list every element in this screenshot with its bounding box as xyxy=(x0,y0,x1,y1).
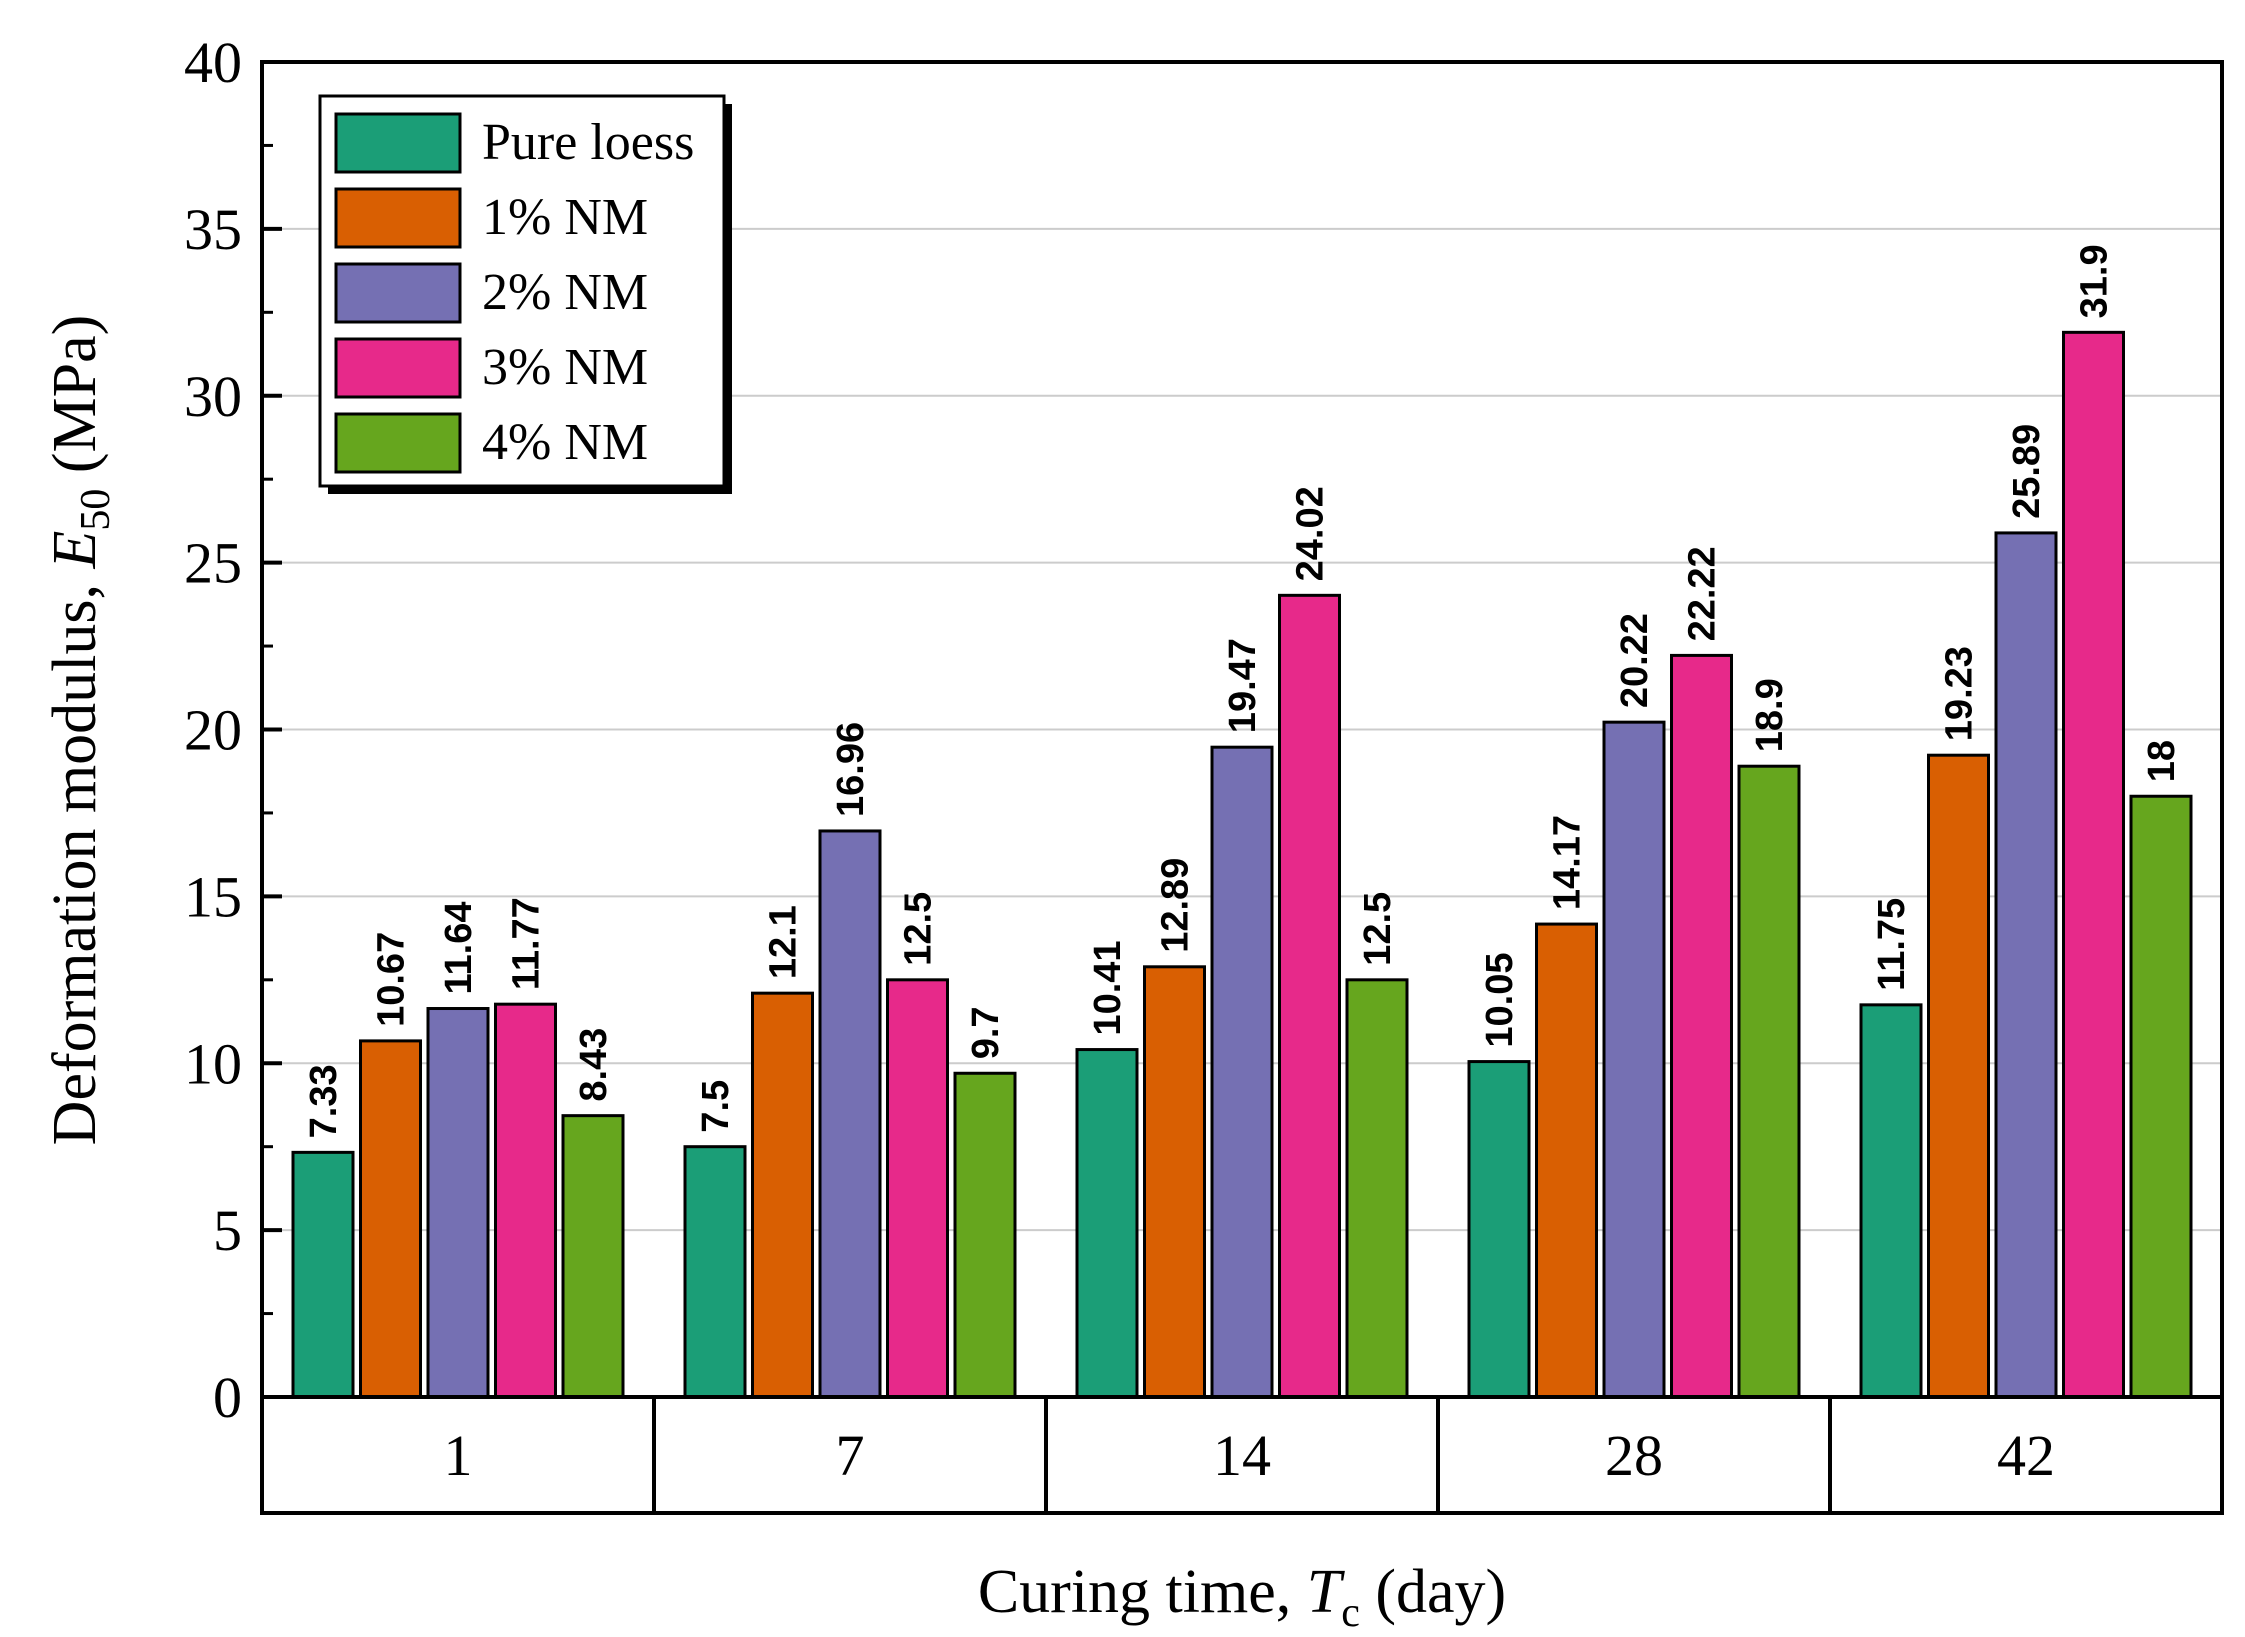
bar xyxy=(1670,653,1733,1399)
bar xyxy=(1994,531,2058,1399)
bar-value-label: 20.22 xyxy=(1614,613,1656,708)
legend-swatch xyxy=(334,262,462,324)
y-tick-label: 40 xyxy=(184,30,242,95)
bar xyxy=(1535,922,1598,1399)
legend-label: 3% NM xyxy=(482,339,648,396)
category-table: 1 7 14 28 42 xyxy=(444,1397,2055,1513)
bar-value-label: 8.43 xyxy=(573,1028,615,1102)
legend-label: 2% NM xyxy=(482,264,648,321)
bar xyxy=(818,829,882,1399)
bar-value-label: 22.22 xyxy=(1682,546,1724,641)
bar xyxy=(1210,745,1274,1399)
bar-value-label: 12.5 xyxy=(898,892,940,966)
bar-value-label: 12.1 xyxy=(763,905,805,979)
legend-swatch xyxy=(334,337,462,399)
bar xyxy=(751,991,814,1399)
bar xyxy=(426,1007,490,1399)
legend-label: 4% NM xyxy=(482,414,648,471)
x-category-label: 14 xyxy=(1213,1423,1271,1488)
bar xyxy=(1075,1048,1139,1399)
bar xyxy=(1278,593,1341,1399)
x-category-label: 1 xyxy=(444,1423,473,1488)
bar xyxy=(1927,753,1990,1399)
bar-value-label: 16.96 xyxy=(830,722,872,817)
legend-swatch xyxy=(334,112,462,174)
bar-value-label: 12.89 xyxy=(1155,858,1197,953)
legend: Pure loess 1% NM 2% NM 3% NM 4% NM xyxy=(318,94,732,494)
bar-value-label: 25.89 xyxy=(2006,424,2048,519)
x-axis-label: Curing time, Tc (day) xyxy=(978,1558,1506,1636)
y-tick-label: 0 xyxy=(213,1365,242,1430)
legend-swatch xyxy=(334,187,462,249)
bar-value-label: 24.02 xyxy=(1290,486,1332,581)
legend-items: Pure loess 1% NM 2% NM 3% NM 4% NM xyxy=(334,112,694,474)
bar xyxy=(2129,794,2193,1399)
bar-value-label: 9.7 xyxy=(965,1006,1007,1059)
bar xyxy=(291,1150,355,1399)
bar xyxy=(1737,764,1801,1399)
bar xyxy=(683,1145,747,1399)
bar xyxy=(886,978,949,1399)
x-category-label: 42 xyxy=(1997,1423,2055,1488)
category-table-frame xyxy=(260,1395,2224,1515)
y-tick-label: 20 xyxy=(184,698,242,763)
bar-value-label: 14.17 xyxy=(1547,815,1589,910)
y-axis: 0 5 10 15 20 25 30 35 40 xyxy=(184,30,282,1430)
bar-value-label: 18.9 xyxy=(1749,678,1791,752)
bar-value-label: 10.67 xyxy=(371,932,413,1027)
bar-value-label: 10.41 xyxy=(1087,940,1129,1035)
legend-label: Pure loess xyxy=(482,114,694,171)
bar-value-label: 7.5 xyxy=(695,1080,737,1133)
bar xyxy=(2062,330,2125,1399)
bar xyxy=(494,1002,557,1399)
bar-value-label: 18 xyxy=(2141,740,2183,782)
bar xyxy=(561,1114,625,1399)
bar-value-label: 19.23 xyxy=(1939,646,1981,741)
bar xyxy=(1602,720,1666,1399)
bar-value-label: 7.33 xyxy=(303,1064,345,1138)
bar xyxy=(1143,965,1206,1399)
y-tick-label: 30 xyxy=(184,364,242,429)
bar-value-label: 11.64 xyxy=(438,902,480,995)
bar xyxy=(359,1039,422,1399)
bar xyxy=(1467,1060,1531,1399)
bar xyxy=(1859,1003,1923,1399)
y-axis-label: Deformation modulus, E50 (MPa) xyxy=(41,315,119,1146)
x-category-label: 7 xyxy=(836,1423,865,1488)
bar-value-label: 31.9 xyxy=(2074,244,2116,318)
y-tick-label: 25 xyxy=(184,531,242,596)
bar-value-label: 10.05 xyxy=(1479,952,1521,1047)
bar xyxy=(953,1071,1017,1399)
bar xyxy=(1345,978,1409,1399)
legend-swatch xyxy=(334,412,462,474)
bar-value-label: 11.77 xyxy=(506,897,548,990)
bar-value-label: 12.5 xyxy=(1357,892,1399,966)
y-tick-label: 35 xyxy=(184,197,242,262)
bar-value-label: 11.75 xyxy=(1871,898,1913,991)
y-tick-label: 15 xyxy=(184,864,242,929)
value-labels-layer: 7.33 10.67 11.64 11.77 8.43 7.5 12.1 16.96 12.5 9… xyxy=(303,244,2183,1138)
y-tick-label: 5 xyxy=(213,1198,242,1263)
bar-value-label: 19.47 xyxy=(1222,638,1264,733)
x-category-label: 28 xyxy=(1605,1423,1663,1488)
legend-label: 1% NM xyxy=(482,189,648,246)
bars-layer xyxy=(291,330,2193,1399)
y-tick-label: 10 xyxy=(184,1031,242,1096)
